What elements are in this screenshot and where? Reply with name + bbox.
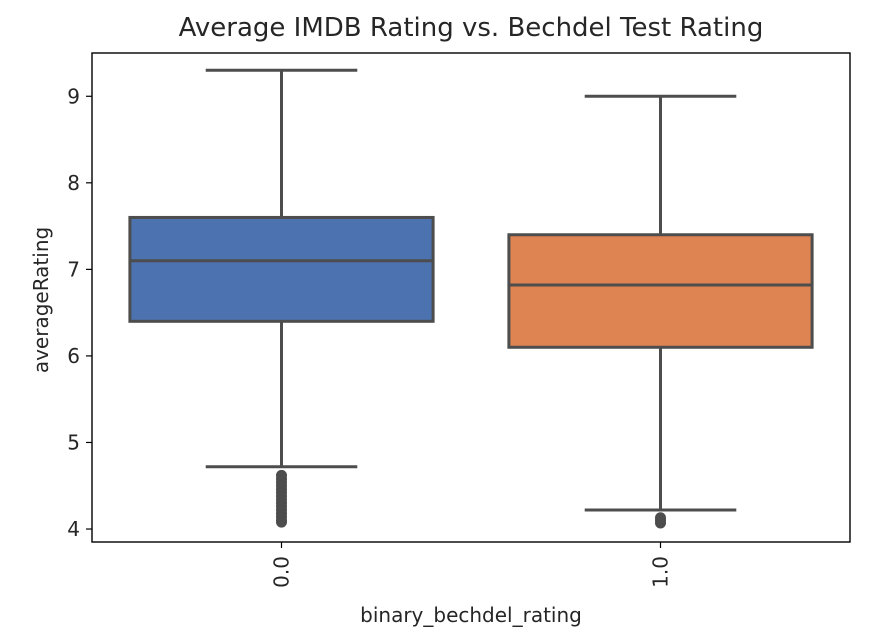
y-tick-label: 7 bbox=[67, 257, 80, 281]
outlier-point bbox=[276, 516, 287, 528]
chart-title: Average IMDB Rating vs. Bechdel Test Rat… bbox=[179, 13, 764, 43]
plot-frame bbox=[91, 52, 851, 543]
outlier-point bbox=[655, 517, 666, 529]
y-tick-label: 5 bbox=[67, 430, 80, 454]
y-tick-label: 8 bbox=[67, 171, 80, 195]
plot-area: 4 5 6 7 8 9 0.0 1.0 bbox=[67, 52, 851, 588]
x-tick-label: 1.0 bbox=[649, 556, 673, 588]
x-tick-label: 0.0 bbox=[270, 556, 294, 588]
iqr-box bbox=[507, 233, 814, 349]
y-axis-label: averageRating bbox=[29, 227, 53, 373]
y-tick-label: 4 bbox=[67, 517, 80, 541]
x-axis-label: binary_bechdel_rating bbox=[360, 603, 582, 627]
iqr-box bbox=[128, 215, 435, 323]
y-tick-label: 9 bbox=[67, 84, 80, 108]
y-tick-label: 6 bbox=[67, 344, 80, 368]
